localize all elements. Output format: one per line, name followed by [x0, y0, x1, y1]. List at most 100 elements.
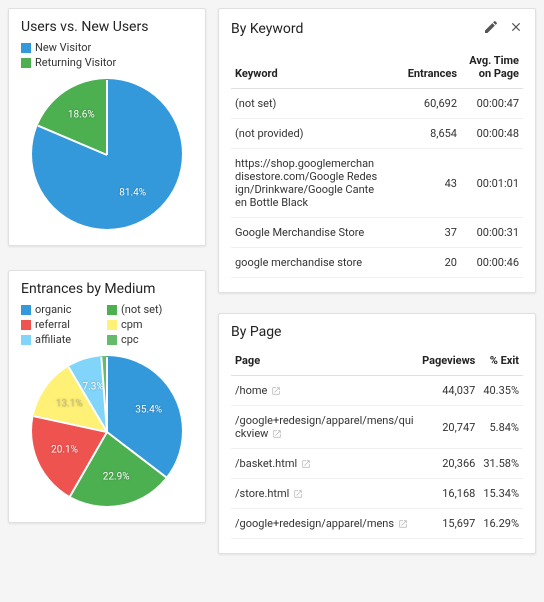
table-row[interactable]: /google+redesign/apparel/mens/quickview2… [231, 406, 523, 449]
external-link-icon[interactable] [398, 519, 408, 529]
external-link-icon[interactable] [293, 489, 303, 499]
card-title: Users vs. New Users [21, 19, 193, 35]
avg-time-cell: 00:01:01 [461, 149, 523, 218]
table-row[interactable]: /google+redesign/apparel/mens 15,69716.29… [231, 509, 523, 539]
entrances-cell: 60,692 [382, 89, 461, 119]
left-column: Users vs. New Users New Visitor Returning… [8, 8, 206, 554]
close-icon[interactable] [509, 20, 523, 37]
legend-swatch [21, 305, 31, 315]
legend-item: Returning Visitor [21, 56, 193, 69]
table-row[interactable]: Google Merchandise Store3700:00:31 [231, 218, 523, 248]
pencil-icon[interactable] [483, 19, 499, 38]
page-path: /basket.html [235, 457, 297, 470]
pageviews-cell: 16,168 [418, 479, 479, 509]
exit-cell: 16.29% [479, 509, 523, 539]
pageviews-cell: 20,366 [418, 449, 479, 479]
legend-label: New Visitor [35, 41, 91, 54]
page-cell: /google+redesign/apparel/mens/quickview [231, 406, 418, 449]
page-cell: /google+redesign/apparel/mens [231, 509, 418, 539]
keyword-cell: (not set) [231, 89, 382, 119]
column-header[interactable]: Pageviews [418, 346, 479, 376]
keyword-cell: google merchandise store [231, 248, 382, 278]
legend-label: affiliate [35, 333, 71, 346]
page-cell: /store.html [231, 479, 418, 509]
table-row[interactable]: google merchandise store2000:00:46 [231, 248, 523, 278]
dashboard: Users vs. New Users New Visitor Returning… [0, 0, 544, 562]
exit-cell: 5.84% [479, 406, 523, 449]
exit-cell: 31.58% [479, 449, 523, 479]
entrances-cell: 20 [382, 248, 461, 278]
card-by-keyword: By Keyword KeywordEntrancesAvg. Time on … [218, 8, 536, 293]
pie-slice-label: 35.4% [135, 405, 162, 416]
card-title: By Page [231, 324, 523, 340]
legend-label: (not set) [121, 303, 162, 316]
pie-chart-medium: 35.4%22.9%20.1%13.1%7.3% [32, 356, 182, 506]
entrances-cell: 8,654 [382, 119, 461, 149]
keyword-cell: Google Merchandise Store [231, 218, 382, 248]
table-row[interactable]: /store.html 16,16815.34% [231, 479, 523, 509]
column-header[interactable]: Page [231, 346, 418, 376]
column-header[interactable]: Avg. Time on Page [461, 46, 523, 89]
legend-swatch [21, 58, 31, 68]
legend-swatch [107, 305, 117, 315]
page-cell: /basket.html [231, 449, 418, 479]
pie-chart-users: 81.4% 18.6% [32, 79, 182, 229]
exit-cell: 40.35% [479, 376, 523, 406]
pie-wrap: 35.4%22.9%20.1%13.1%7.3% [21, 352, 193, 508]
card-title: Entrances by Medium [21, 281, 193, 297]
avg-time-cell: 00:00:47 [461, 89, 523, 119]
page-cell: /home [231, 376, 418, 406]
pie-slice-label: 22.9% [103, 471, 130, 482]
external-link-icon[interactable] [301, 459, 311, 469]
pie-slice-label: 7.3% [82, 381, 103, 392]
external-link-icon[interactable] [272, 429, 282, 439]
legend-item: cpm [107, 318, 187, 331]
pageviews-cell: 15,697 [418, 509, 479, 539]
pie-slice-label: 13.1% [56, 398, 83, 409]
keyword-table: KeywordEntrancesAvg. Time on Page (not s… [231, 46, 523, 278]
pageviews-cell: 20,747 [418, 406, 479, 449]
page-table: PagePageviews% Exit /home44,03740.35%/go… [231, 346, 523, 539]
legend-swatch [107, 335, 117, 345]
pie-wrap: 81.4% 18.6% [21, 75, 193, 231]
avg-time-cell: 00:00:48 [461, 119, 523, 149]
legend-item: affiliate [21, 333, 101, 346]
legend-swatch [21, 335, 31, 345]
card-users-vs-new: Users vs. New Users New Visitor Returning… [8, 8, 206, 246]
legend-label: cpm [121, 318, 143, 331]
legend-label: cpc [121, 333, 139, 346]
table-row[interactable]: /home 44,03740.35% [231, 376, 523, 406]
legend: New Visitor Returning Visitor [21, 41, 193, 69]
card-title: By Keyword [231, 21, 303, 37]
legend-label: referral [35, 318, 70, 331]
page-path: /home [235, 384, 267, 397]
pageviews-cell: 44,037 [418, 376, 479, 406]
legend-swatch [107, 320, 117, 330]
legend-item: New Visitor [21, 41, 193, 54]
entrances-cell: 43 [382, 149, 461, 218]
card-by-page: By Page PagePageviews% Exit /home 44,0374… [218, 313, 536, 554]
legend-item: cpc [107, 333, 187, 346]
table-row[interactable]: (not provided)8,65400:00:48 [231, 119, 523, 149]
column-header[interactable]: Keyword [231, 46, 382, 89]
exit-cell: 15.34% [479, 479, 523, 509]
table-row[interactable]: /basket.html 20,36631.58% [231, 449, 523, 479]
pie-slice-label: 81.4% [119, 187, 146, 198]
external-link-icon[interactable] [271, 386, 281, 396]
keyword-cell: https://shop.googlemerchandisestore.com/… [231, 149, 382, 218]
page-path: /store.html [235, 487, 289, 500]
pie-slice-label: 18.6% [68, 110, 95, 121]
right-column: By Keyword KeywordEntrancesAvg. Time on … [218, 8, 536, 554]
table-row[interactable]: https://shop.googlemerchandisestore.com/… [231, 149, 523, 218]
avg-time-cell: 00:00:31 [461, 218, 523, 248]
table-row[interactable]: (not set)60,69200:00:47 [231, 89, 523, 119]
entrances-cell: 37 [382, 218, 461, 248]
legend-item: organic [21, 303, 101, 316]
legend: organic (not set) referral cpm affiliate cpc [21, 303, 193, 346]
column-header[interactable]: Entrances [382, 46, 461, 89]
column-header[interactable]: % Exit [479, 346, 523, 376]
legend-swatch [21, 43, 31, 53]
page-path: /google+redesign/apparel/mens [235, 517, 394, 530]
legend-item: referral [21, 318, 101, 331]
legend-label: organic [35, 303, 72, 316]
